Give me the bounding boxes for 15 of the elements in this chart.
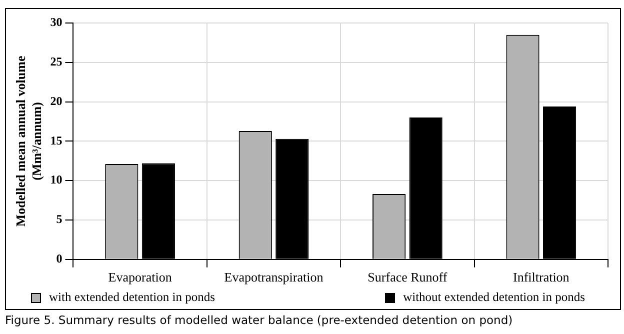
y-tick-label: 20 — [50, 94, 62, 108]
x-tick-label: Evapotranspiration — [224, 270, 324, 285]
y-tick-label: 0 — [56, 251, 62, 266]
y-tick-label: 30 — [50, 15, 62, 30]
x-tick-label: Surface Runoff — [368, 270, 448, 285]
caption: Figure 5. Summary results of modelled water balance (pre-extended detention on pond) — [5, 313, 513, 327]
y-tick-label: 15 — [50, 133, 62, 148]
x-tick-label: Infiltration — [512, 270, 570, 285]
y-tick-label: 5 — [56, 212, 62, 226]
legend-label: without extended detention in ponds — [403, 290, 585, 305]
x-tick-label: Evaporation — [108, 270, 172, 285]
y-tick-label: 25 — [50, 54, 62, 68]
y-tick-label: 10 — [50, 172, 62, 187]
y-axis-title: Modelled mean annual volume (Mm³/annum) — [13, 56, 44, 227]
legend-label: with extended detention in ponds — [49, 290, 215, 305]
